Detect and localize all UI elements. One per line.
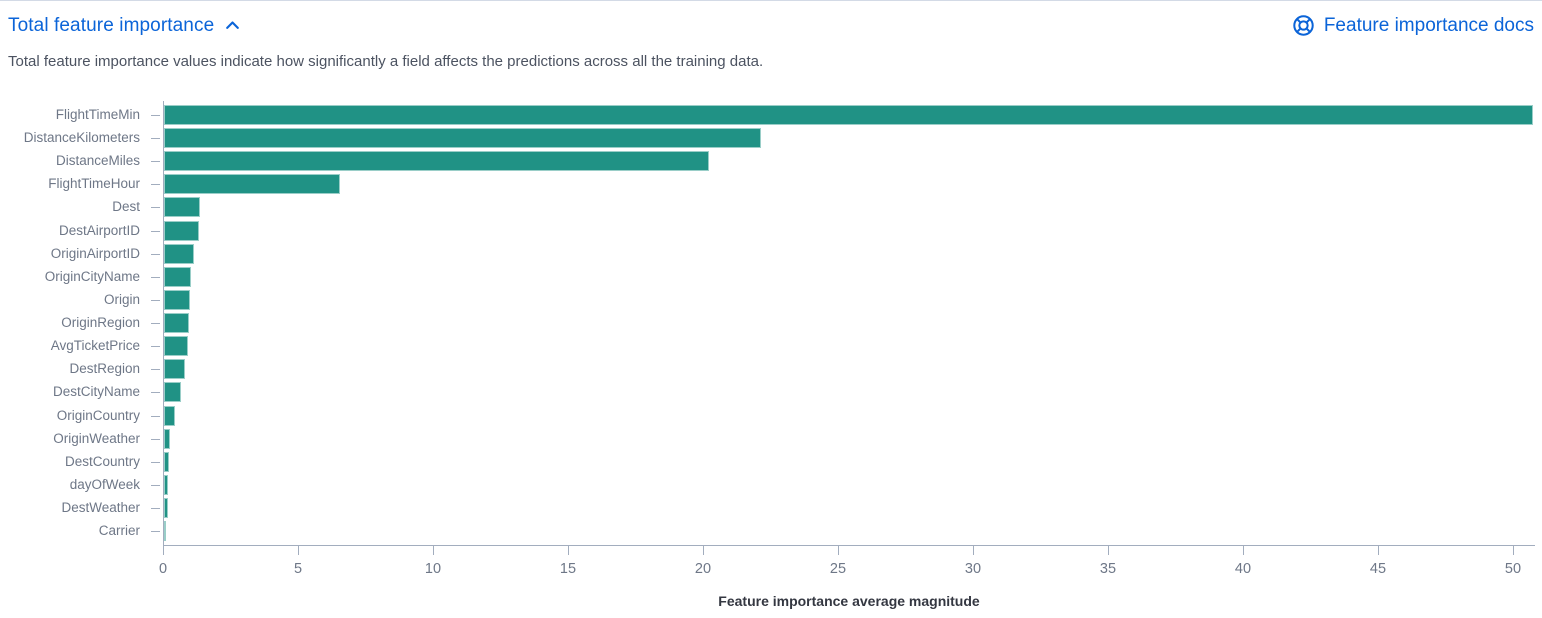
y-axis-tick [151, 461, 160, 463]
y-axis-tick [151, 138, 160, 140]
x-axis-tick-label: 30 [964, 561, 982, 577]
bar-AvgTicketPrice[interactable] [164, 336, 188, 357]
x-axis-line [163, 545, 1535, 546]
y-axis-label: Carrier [98, 523, 140, 539]
bar-OriginAirportID[interactable] [164, 243, 194, 264]
bar-Dest[interactable] [164, 197, 200, 218]
y-axis-label: Dest [112, 199, 140, 215]
x-axis-tick-label: 15 [559, 561, 577, 577]
x-axis-tick [568, 545, 569, 555]
y-axis-label: FlightTimeHour [48, 176, 140, 192]
x-axis-tick [973, 545, 974, 555]
y-axis-label: DestRegion [69, 361, 140, 377]
bar-DestRegion[interactable] [164, 359, 185, 380]
y-axis-tick [151, 346, 160, 348]
y-axis-label: FlightTimeMin [55, 107, 140, 122]
bar-FlightTimeHour[interactable] [164, 174, 340, 195]
x-axis-tick [433, 545, 434, 555]
y-axis-label: DestCityName [52, 384, 140, 400]
help-lifering-icon [1293, 15, 1314, 36]
y-axis-label: DestWeather [61, 500, 140, 516]
bar-OriginCountry[interactable] [164, 405, 175, 426]
y-axis-label: DestCountry [64, 453, 140, 469]
x-axis-tick-label: 25 [829, 561, 847, 577]
y-axis-tick [151, 508, 160, 510]
section-title: Total feature importance [8, 14, 215, 36]
panel-header: Total feature importance Feature importa… [8, 14, 1534, 37]
bar-FlightTimeMin[interactable] [164, 105, 1533, 125]
x-axis-tick [1243, 545, 1244, 555]
x-axis-tick [1108, 545, 1109, 555]
bar-DistanceMiles[interactable] [164, 151, 709, 172]
y-axis-tick [151, 369, 160, 371]
y-axis-tick [151, 276, 160, 278]
bar-dayOfWeek[interactable] [164, 474, 168, 495]
section-toggle[interactable]: Total feature importance [8, 15, 241, 37]
y-axis-label: dayOfWeek [69, 476, 140, 492]
y-axis-tick [151, 531, 160, 533]
chevron-up-icon [226, 21, 240, 29]
bar-DistanceKilometers[interactable] [164, 128, 761, 149]
y-axis-label: OriginCityName [44, 268, 140, 284]
bar-OriginRegion[interactable] [164, 313, 189, 334]
bar-OriginWeather[interactable] [164, 428, 170, 449]
y-axis-tick [151, 438, 160, 440]
y-axis-tick [151, 392, 160, 394]
y-axis-label: OriginCountry [56, 407, 140, 423]
x-axis-tick-label: 35 [1099, 561, 1117, 577]
y-axis-tick [151, 299, 160, 301]
bar-DestCountry[interactable] [164, 451, 169, 472]
x-axis-tick-label: 50 [1504, 561, 1522, 577]
x-axis-tick [1378, 545, 1379, 555]
y-axis-label: DistanceMiles [55, 153, 140, 169]
y-axis-tick [151, 207, 160, 209]
y-axis-tick [151, 323, 160, 325]
bar-OriginCityName[interactable] [164, 266, 191, 287]
x-axis-tick-label: 10 [424, 561, 442, 577]
y-axis-line [163, 101, 164, 546]
x-axis-tick-label: 5 [293, 561, 303, 577]
x-axis-title: Feature importance average magnitude [718, 593, 980, 609]
section-description: Total feature importance values indicate… [8, 53, 764, 70]
bar-Carrier[interactable] [164, 521, 166, 542]
y-axis-tick [151, 484, 160, 486]
x-axis-tick-label: 20 [694, 561, 712, 577]
x-axis-tick-label: 0 [158, 561, 168, 577]
docs-link-label: Feature importance docs [1323, 14, 1534, 36]
x-axis-tick [838, 545, 839, 555]
bar-Origin[interactable] [164, 289, 190, 310]
x-axis-tick-label: 40 [1234, 561, 1252, 577]
y-axis-label: DestAirportID [58, 222, 140, 238]
x-axis-tick [1513, 545, 1514, 555]
bar-DestAirportID[interactable] [164, 220, 199, 241]
y-axis-tick [151, 115, 160, 116]
feature-importance-docs-link[interactable]: Feature importance docs [1292, 14, 1534, 37]
y-axis-tick [151, 230, 160, 232]
y-axis-tick [151, 253, 160, 255]
bar-DestWeather[interactable] [164, 498, 168, 519]
y-axis-tick [151, 184, 160, 186]
x-axis-tick [298, 545, 299, 555]
y-axis-tick [151, 161, 160, 163]
x-axis-tick [163, 545, 164, 555]
y-axis-label: AvgTicketPrice [50, 338, 140, 354]
bar-DestCityName[interactable] [164, 382, 181, 403]
y-axis-label: OriginAirportID [50, 245, 140, 261]
y-axis-tick [151, 415, 160, 417]
y-axis-label: Origin [103, 291, 140, 307]
y-axis-label: OriginWeather [53, 430, 140, 446]
x-axis-tick-label: 45 [1369, 561, 1387, 577]
y-axis-label: DistanceKilometers [23, 130, 140, 146]
y-axis-label: OriginRegion [61, 315, 140, 331]
x-axis-tick [703, 545, 704, 555]
